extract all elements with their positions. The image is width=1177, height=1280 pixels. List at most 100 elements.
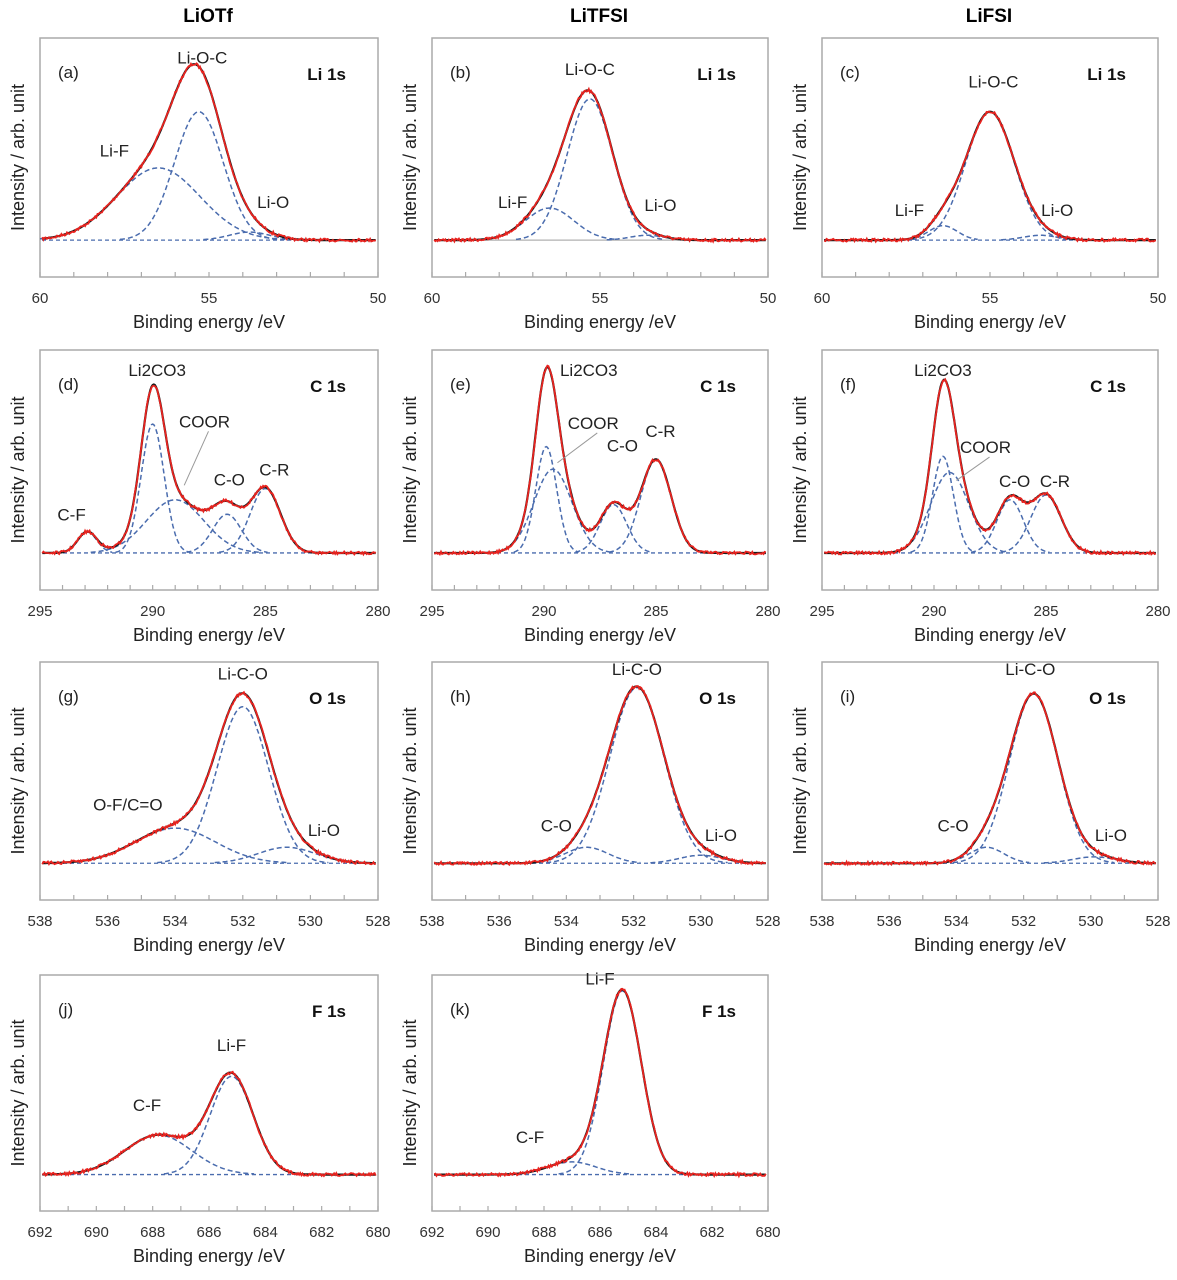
- fit-envelope: [433, 364, 767, 557]
- x-tick-label: 280: [1145, 603, 1170, 620]
- panel-h: 538 536 534 532 530 528 Binding energy /eV Inte…: [400, 660, 781, 955]
- x-axis-label: Binding energy /eV: [524, 312, 676, 332]
- panel-k: 692 690 688 686 684 682 680 Binding energy /eV I…: [400, 970, 781, 1266]
- peak-label: C-O: [607, 436, 638, 455]
- component-coor: [494, 468, 612, 553]
- x-tick-label: 536: [487, 913, 512, 930]
- x-tick-label: 290: [531, 603, 556, 620]
- x-tick-label: 290: [921, 603, 946, 620]
- peak-label: Li2CO3: [914, 361, 972, 380]
- fit-envelope: [824, 377, 1157, 557]
- peak-label: Li-O-C: [177, 49, 227, 68]
- plot-frame: [821, 349, 1159, 591]
- panel-label: (c): [840, 63, 860, 82]
- x-tick-label: 686: [196, 1224, 221, 1241]
- x-tick-label: 690: [475, 1224, 500, 1241]
- y-axis-label: Intensity / arb. unit: [8, 1019, 28, 1166]
- x-tick-label: 55: [592, 290, 609, 307]
- x-tick-label: 295: [419, 603, 444, 620]
- x-axis-label: Binding energy /eV: [524, 1246, 676, 1266]
- component-li-o-c: [515, 98, 664, 241]
- peak-label: C-F: [133, 1096, 161, 1115]
- x-tick-label: 688: [140, 1224, 165, 1241]
- peak-label: Li-F: [585, 970, 614, 989]
- x-tick-label: 50: [760, 290, 777, 307]
- peak-label: Li2CO3: [128, 361, 186, 380]
- component-c-o: [575, 503, 652, 553]
- panel-i: 538 536 534 532 530 528 Binding energy /eV Inte…: [790, 660, 1171, 955]
- y-axis-label: Intensity / arb. unit: [790, 396, 810, 543]
- panel-a: 60 55 50 Binding energy /eV Intensity / arb.…: [8, 37, 387, 332]
- x-tick-label: 534: [944, 913, 969, 930]
- panel-c: 60 55 50 Binding energy /eV Intensity / arb.…: [790, 37, 1167, 332]
- x-tick-label: 528: [1145, 913, 1170, 930]
- panel-j: 692 690 688 686 684 682 680 Binding energy /eV I…: [8, 974, 391, 1266]
- component-c-r: [218, 487, 312, 554]
- x-tick-label: 295: [809, 603, 834, 620]
- fit-envelope: [823, 691, 1157, 867]
- panel-label: (i): [840, 687, 855, 706]
- annotation-leader-line: [956, 456, 990, 481]
- panel-label: (f): [840, 375, 856, 394]
- x-tick-label: 538: [809, 913, 834, 930]
- x-tick-label: 536: [877, 913, 902, 930]
- x-tick-label: 530: [1078, 913, 1103, 930]
- component-coor: [891, 471, 1008, 553]
- peak-label: Li-O-C: [968, 73, 1018, 92]
- column-title-lifsi: LiFSI: [966, 6, 1012, 27]
- x-axis-label: Binding energy /eV: [524, 625, 676, 645]
- peak-label: COOR: [960, 438, 1011, 457]
- x-axis-label: Binding energy /eV: [524, 935, 676, 955]
- component-c-r: [1001, 494, 1091, 553]
- fit-envelope: [433, 685, 766, 867]
- peak-label: Li-F: [895, 201, 924, 220]
- y-axis-label: Intensity / arb. unit: [8, 396, 28, 543]
- measured-spectrum: [824, 110, 1156, 242]
- x-axis-label: Binding energy /eV: [133, 935, 285, 955]
- panel-label: (b): [450, 63, 471, 82]
- x-tick-label: 50: [370, 290, 387, 307]
- peak-label: Li-C-O: [1005, 660, 1055, 679]
- panel-f: 295 290 285 280 Binding energy /eV Intensity …: [790, 349, 1171, 645]
- y-axis-label: Intensity / arb. unit: [790, 84, 810, 231]
- panel-label: (k): [450, 1000, 470, 1019]
- x-tick-label: 60: [424, 290, 441, 307]
- x-tick-label: 50: [1150, 290, 1167, 307]
- x-tick-label: 686: [587, 1224, 612, 1241]
- x-tick-label: 528: [755, 913, 780, 930]
- y-axis-label: Intensity / arb. unit: [400, 707, 420, 854]
- x-tick-label: 680: [365, 1224, 390, 1241]
- y-axis-label: Intensity / arb. unit: [400, 396, 420, 543]
- panel-label: (j): [58, 1000, 73, 1019]
- component-li-f: [558, 990, 687, 1175]
- x-tick-label: 684: [253, 1224, 278, 1241]
- panel-label: (a): [58, 63, 79, 82]
- peak-label: C-F: [516, 1128, 544, 1147]
- x-axis-label: Binding energy /eV: [914, 312, 1066, 332]
- component-li-o: [650, 854, 752, 864]
- y-axis-label: Intensity / arb. unit: [8, 84, 28, 231]
- component-c-o: [532, 846, 641, 864]
- x-tick-label: 530: [298, 913, 323, 930]
- annotation-leader-line: [557, 432, 598, 464]
- component-coor: [90, 499, 260, 554]
- core-level-label: F 1s: [702, 1002, 736, 1021]
- peak-label: Li-C-O: [612, 660, 662, 679]
- peak-label: Li-O-C: [565, 60, 615, 79]
- measured-spectrum: [42, 63, 376, 242]
- component-o-f-c-o: [62, 827, 288, 864]
- x-tick-label: 690: [84, 1224, 109, 1241]
- x-tick-label: 532: [230, 913, 255, 930]
- panel-d: 295 290 285 280 Binding energy /eV Intensity …: [8, 349, 391, 645]
- x-tick-label: 285: [253, 603, 278, 620]
- peak-label: Li-O: [644, 196, 676, 215]
- x-tick-label: 538: [419, 913, 444, 930]
- peak-label: Li2CO3: [560, 361, 618, 380]
- x-tick-label: 290: [140, 603, 165, 620]
- x-tick-label: 285: [643, 603, 668, 620]
- component-li-f: [908, 224, 978, 241]
- x-tick-label: 534: [163, 913, 188, 930]
- x-axis-label: Binding energy /eV: [133, 625, 285, 645]
- x-tick-label: 60: [32, 290, 49, 307]
- x-tick-label: 285: [1033, 603, 1058, 620]
